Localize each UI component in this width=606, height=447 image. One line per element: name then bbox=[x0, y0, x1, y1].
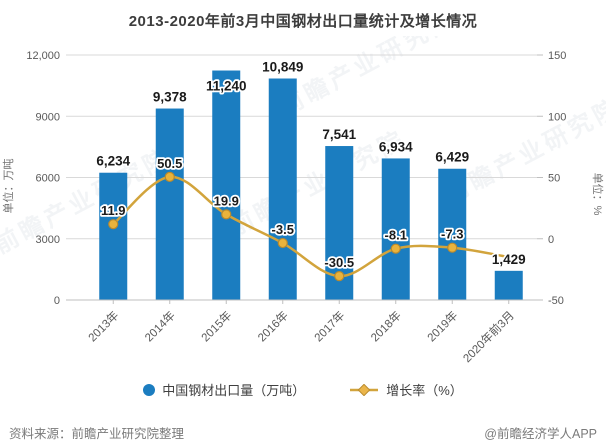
growth-value-label: -8.1 bbox=[385, 228, 407, 243]
growth-marker bbox=[277, 237, 288, 249]
growth-marker bbox=[334, 271, 345, 282]
growth-marker bbox=[221, 209, 232, 220]
x-axis-label: 2016年 bbox=[255, 308, 291, 344]
right-axis-tick-label: 100 bbox=[548, 111, 566, 123]
left-axis-tick-label: 12,000 bbox=[26, 50, 60, 62]
legend-item-exports: 中国钢材出口量（万吨） bbox=[143, 380, 305, 399]
growth-marker bbox=[164, 171, 175, 182]
legend: 中国钢材出口量（万吨） 增长率（%） bbox=[0, 380, 606, 399]
bar-value-label: 6,934 bbox=[379, 139, 413, 154]
bar-value-label: 6,234 bbox=[96, 154, 130, 169]
bar-value-label: 11,240 bbox=[206, 79, 247, 94]
right-axis-tick-label: 150 bbox=[548, 50, 566, 62]
bar-2018年 bbox=[381, 158, 410, 300]
bar-2014年 bbox=[155, 108, 184, 300]
x-axis-label: 2020年前3月 bbox=[460, 308, 517, 365]
growth-value-label: -7.3 bbox=[441, 227, 463, 242]
right-axis-tick-label: -50 bbox=[548, 295, 564, 307]
bar-value-label: 10,849 bbox=[262, 59, 303, 74]
growth-marker bbox=[447, 242, 458, 253]
x-axis-label: 2018年 bbox=[368, 308, 404, 344]
watermark-text: 前瞻产业研究院 bbox=[0, 143, 176, 260]
bar-value-label: 6,429 bbox=[435, 150, 469, 165]
left-axis-title: 单位：万吨 bbox=[1, 159, 15, 214]
bar-2016年 bbox=[268, 78, 297, 300]
chart-title: 2013-2020年前3月中国钢材出口量统计及增长情况 bbox=[128, 13, 478, 30]
growth-marker bbox=[390, 243, 401, 254]
left-axis-tick-label: 3000 bbox=[36, 234, 60, 246]
left-axis-tick-label: 9000 bbox=[36, 111, 60, 123]
bar-2020年前3月 bbox=[494, 270, 523, 300]
growth-value-label: 50.5 bbox=[157, 156, 182, 171]
footer: 资料来源：前瞻产业研究院整理 @前瞻经济学人APP bbox=[0, 423, 606, 442]
line-series-swatch-icon bbox=[350, 383, 379, 396]
plot-area: 前瞻产业研究院 前瞻产业研究院前瞻产业研究院前瞻产业研究院12,000900060… bbox=[0, 36, 606, 365]
x-axis-label: 2017年 bbox=[311, 308, 347, 344]
left-axis-tick-label: 6000 bbox=[36, 173, 60, 185]
x-axis-label: 2019年 bbox=[424, 308, 460, 344]
x-axis-label: 2013年 bbox=[85, 308, 121, 344]
bar-series-swatch-icon bbox=[143, 383, 156, 396]
x-axis-label: 2015年 bbox=[198, 308, 234, 344]
bar-value-label: 1,429 bbox=[492, 252, 526, 267]
credit-text: @前瞻经济学人APP bbox=[484, 427, 597, 441]
source-text: 资料来源：前瞻产业研究院整理 bbox=[9, 427, 185, 441]
growth-value-label: 19.9 bbox=[214, 193, 239, 208]
bar-value-label: 7,541 bbox=[322, 127, 356, 142]
bar-2013年 bbox=[99, 172, 128, 300]
right-axis-title: 单位：% bbox=[591, 173, 605, 216]
right-axis-tick-label: 0 bbox=[548, 234, 554, 246]
legend-item-growth: 增长率（%） bbox=[349, 380, 463, 399]
x-axis-label: 2014年 bbox=[142, 308, 178, 344]
bar-value-label: 9,378 bbox=[153, 90, 187, 105]
right-axis-tick-label: 50 bbox=[548, 173, 560, 185]
growth-value-label: 11.9 bbox=[101, 203, 126, 218]
growth-value-label: -3.5 bbox=[272, 222, 294, 237]
bar-2015年 bbox=[212, 70, 241, 300]
left-axis-tick-label: 0 bbox=[54, 295, 60, 307]
growth-marker bbox=[108, 219, 119, 230]
legend-label-exports: 中国钢材出口量（万吨） bbox=[162, 383, 306, 398]
growth-value-label: -30.5 bbox=[324, 255, 354, 270]
legend-label-growth: 增长率（%） bbox=[386, 383, 463, 398]
watermark-text: 前瞻产业研究院 bbox=[275, 36, 461, 121]
bar-2019年 bbox=[438, 168, 467, 300]
